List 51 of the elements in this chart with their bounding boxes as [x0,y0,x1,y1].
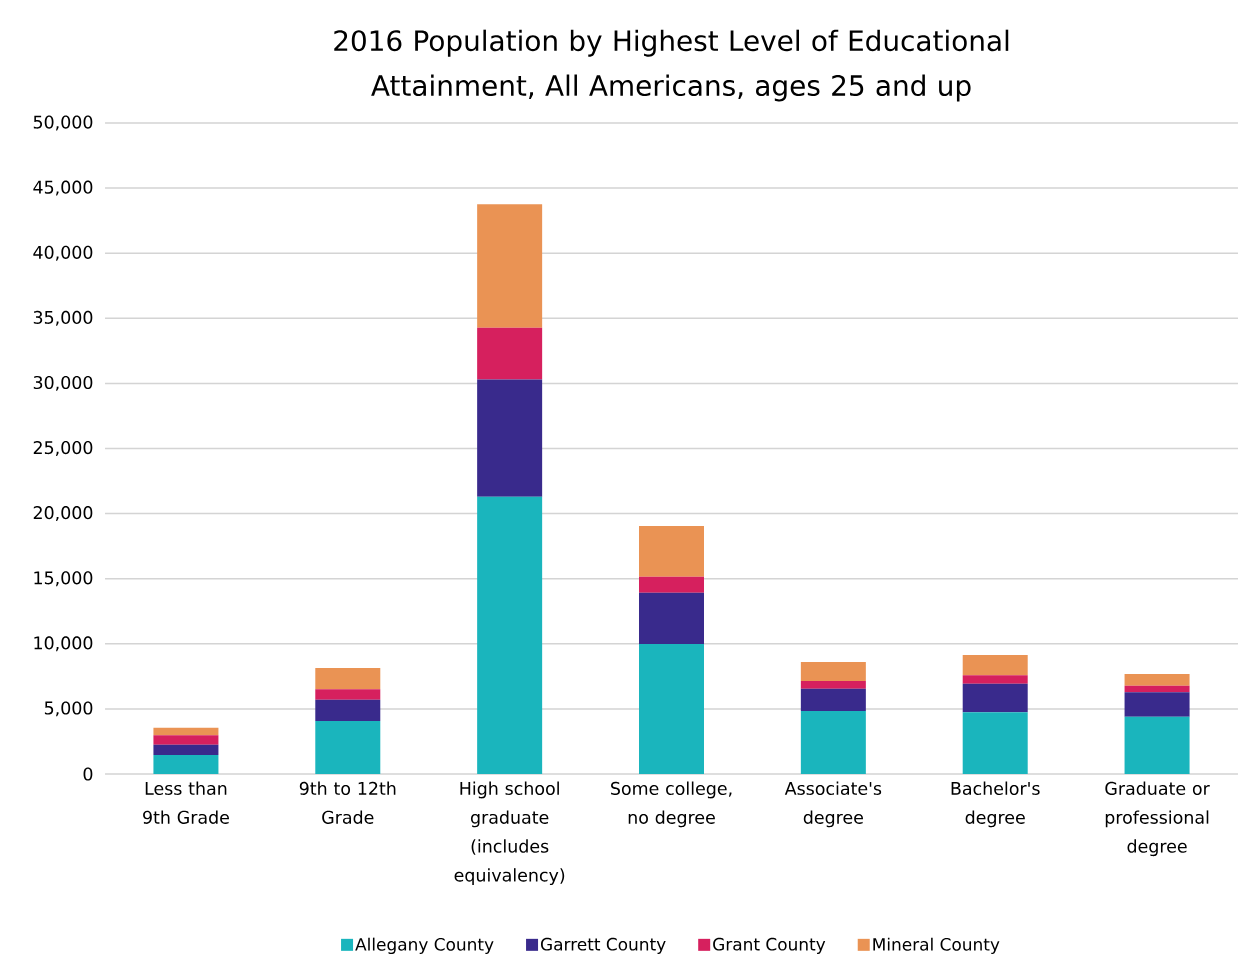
y-tick-label: 25,000 [33,441,93,456]
bar [477,379,543,497]
bar [800,662,866,682]
bar [800,688,866,711]
bar [477,327,543,380]
y-tick-label: 15,000 [34,571,93,587]
x-tick-label: Associate's degree [784,781,882,828]
y-tick-label: 50,000 [33,115,93,131]
legend-label: Allegany County [355,937,494,955]
bar [639,644,704,774]
x-tick-label: Bachelor's degree [951,781,1040,828]
bar [315,668,381,690]
bar [962,683,1028,713]
bar [153,735,219,745]
bar [962,712,1028,774]
bar [153,727,219,736]
bar [639,592,704,645]
bar [1124,673,1190,686]
bar [153,754,219,774]
bar [800,710,866,774]
bar [477,204,543,328]
bar [315,699,381,721]
y-tick-label: 20,000 [33,506,93,522]
bar [315,721,381,774]
bar [962,675,1028,684]
y-tick-label: 40,000 [33,245,93,261]
y-tick-label: 0 [83,767,93,781]
legend-label: Mineral County [873,937,1000,955]
bar [639,576,704,593]
y-tick-label: 45,000 [33,180,93,196]
x-tick-label: High school graduate (includes equivalency) [454,781,565,886]
y-tick-label: 5,000 [44,701,93,717]
x-tick-label: Graduate or professional degree [1105,781,1210,857]
bar [315,689,381,700]
bar [800,681,866,689]
bar [1124,685,1190,693]
y-tick-label: 10,000 [34,636,93,652]
x-tick-label: 9th to 12th Grade [299,781,396,824]
x-tick-label: Less than 9th Grade [143,781,229,824]
legend-label: Garrett County [540,937,666,954]
bar [639,525,704,577]
bar [477,496,543,774]
chart-title: 2016 Population by Highest Level of Educational Attainment, All Americans, ages 25 and up [334,29,1009,102]
y-tick-label: 35,000 [33,310,93,326]
bar [1124,716,1190,774]
legend-label: Grant County [713,937,826,954]
bar [1124,692,1190,717]
bar [962,654,1028,676]
x-tick-label: Some college, no degree [611,781,732,828]
bar [153,744,219,755]
y-tick-label: 30,000 [33,375,93,391]
